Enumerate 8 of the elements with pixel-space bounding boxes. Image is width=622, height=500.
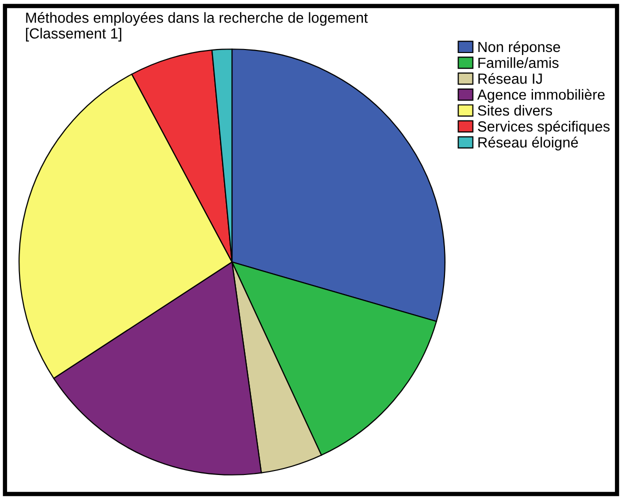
legend-label: Famille/amis <box>478 57 559 68</box>
legend-label: Réseau IJ <box>478 72 542 84</box>
legend-label: Non réponse <box>478 41 560 56</box>
legend-label: Agence immobilière <box>477 88 605 103</box>
chart-title: Méthodes employées dans la recherche de logement [Classement 1] <box>26 12 368 42</box>
legend-label: Sites divers <box>478 104 552 116</box>
legend-label: Réseau éloigné <box>478 136 578 150</box>
legend-label: Services spécifiques <box>478 120 610 134</box>
